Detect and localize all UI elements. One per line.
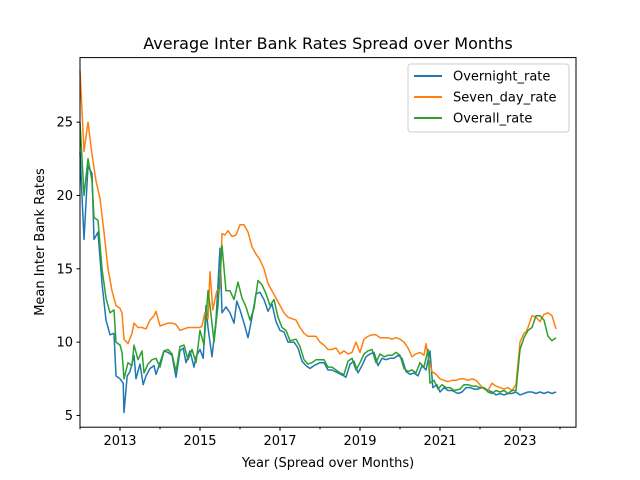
legend-label: Overall_rate bbox=[453, 112, 532, 127]
y-tick-label: 10 bbox=[56, 336, 73, 351]
series-line-overall-rate bbox=[79, 122, 557, 395]
y-axis-label: Mean Inter Bank Rates bbox=[33, 168, 48, 316]
y-tick-label: 20 bbox=[56, 189, 73, 204]
y-tick-label: 15 bbox=[56, 262, 73, 277]
x-tick-label: 2023 bbox=[503, 434, 536, 449]
x-axis-label: Year (Spread over Months) bbox=[241, 456, 414, 471]
chart-title: Average Inter Bank Rates Spread over Mon… bbox=[143, 34, 513, 53]
legend: Overnight_rate Seven_day_rate Overall_rate bbox=[407, 63, 570, 133]
legend-box bbox=[407, 63, 570, 133]
legend-label: Seven_day_rate bbox=[453, 91, 557, 106]
x-tick-label: 2021 bbox=[423, 434, 456, 449]
series-line-overnight-rate bbox=[79, 151, 557, 414]
y-tick-label: 25 bbox=[56, 116, 73, 131]
x-tick-label: 2019 bbox=[343, 434, 376, 449]
x-tick-label: 2013 bbox=[103, 434, 136, 449]
axes-frame bbox=[79, 57, 577, 428]
series-line-seven-day-rate bbox=[79, 70, 557, 392]
x-tick-label: 2017 bbox=[263, 434, 296, 449]
y-axis-ticks: 5 10 15 20 25 bbox=[56, 116, 80, 424]
legend-label: Overnight_rate bbox=[453, 70, 550, 85]
y-tick-label: 5 bbox=[65, 409, 73, 424]
plot-area bbox=[79, 70, 557, 414]
x-tick-label: 2015 bbox=[183, 434, 216, 449]
x-axis-ticks: 2013 2015 2017 2019 2021 2023 bbox=[79, 427, 561, 449]
